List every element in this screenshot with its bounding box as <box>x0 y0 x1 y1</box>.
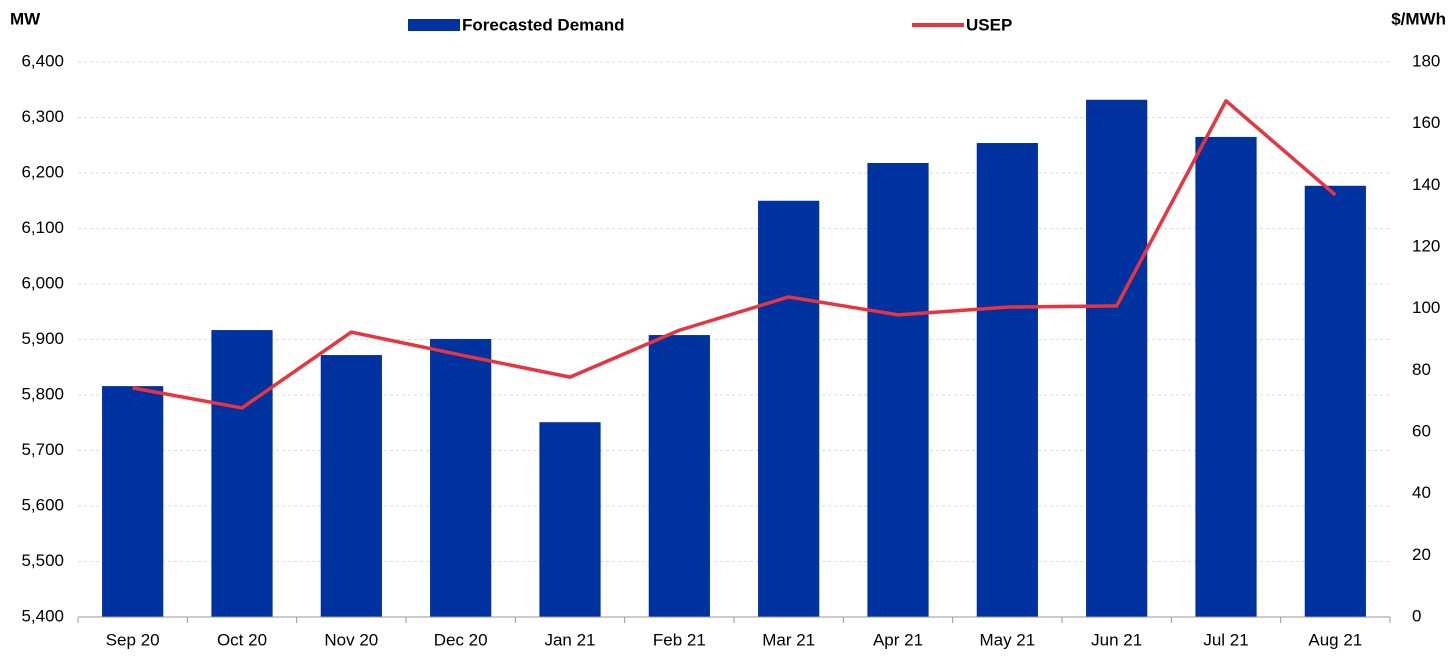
legend-swatch <box>408 19 460 31</box>
y-tick-label: 6,100 <box>21 218 64 237</box>
x-tick-label: Jun 21 <box>1091 630 1142 649</box>
x-tick-label: Nov 20 <box>324 630 378 649</box>
y-tick-label: 5,500 <box>21 551 64 570</box>
x-tick-label: Feb 21 <box>653 630 706 649</box>
x-tick-label: Sep 20 <box>106 630 160 649</box>
y-tick-label: 5,400 <box>21 606 64 625</box>
bar <box>1195 136 1257 618</box>
y2-tick-label: 140 <box>1412 175 1440 194</box>
bar <box>539 422 601 617</box>
legend-label: Forecasted Demand <box>462 15 625 34</box>
x-tick-label: Mar 21 <box>762 630 815 649</box>
y-tick-label: 6,300 <box>21 107 64 126</box>
y-tick-label: 5,600 <box>21 495 64 514</box>
y-tick-label: 5,800 <box>21 384 64 403</box>
y2-tick-label: 20 <box>1412 545 1431 564</box>
x-tick-label: Apr 21 <box>873 630 923 649</box>
y2-tick-label: 160 <box>1412 113 1440 132</box>
y2-tick-label: 60 <box>1412 421 1431 440</box>
y-tick-label: 5,900 <box>21 329 64 348</box>
bar <box>320 355 382 617</box>
x-tick-label: Aug 21 <box>1308 630 1362 649</box>
x-tick-label: May 21 <box>979 630 1035 649</box>
legend-label: USEP <box>966 15 1012 34</box>
y2-tick-label: 0 <box>1412 606 1421 625</box>
y-tick-label: 6,400 <box>21 51 64 70</box>
bar <box>102 386 164 617</box>
y2-tick-label: 100 <box>1412 298 1440 317</box>
x-tick-label: Jul 21 <box>1203 630 1248 649</box>
y-tick-label: 6,200 <box>21 162 64 181</box>
x-tick-label: Oct 20 <box>217 630 267 649</box>
bar <box>1304 185 1366 617</box>
y2-tick-label: 180 <box>1412 51 1440 70</box>
bar <box>976 143 1038 617</box>
bar <box>867 163 929 617</box>
y-tick-label: 5,700 <box>21 440 64 459</box>
y2-tick-label: 40 <box>1412 483 1431 502</box>
y2-tick-label: 120 <box>1412 236 1440 255</box>
bar <box>430 338 492 617</box>
x-tick-label: Dec 20 <box>434 630 488 649</box>
y-axis-label: MW <box>10 9 41 28</box>
bar <box>758 200 820 617</box>
bar <box>211 330 273 617</box>
y-tick-label: 6,000 <box>21 273 64 292</box>
y2-axis-label: $/MWh <box>1391 9 1446 28</box>
line <box>132 99 1337 410</box>
y2-tick-label: 80 <box>1412 360 1431 379</box>
bar <box>648 335 710 617</box>
x-tick-label: Jan 21 <box>544 630 595 649</box>
bar <box>1086 99 1148 618</box>
